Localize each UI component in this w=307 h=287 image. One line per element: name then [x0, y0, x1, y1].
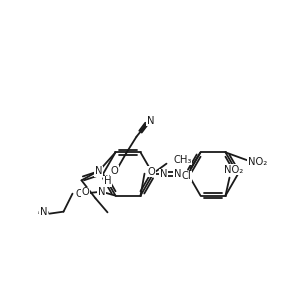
- Text: H: H: [104, 176, 111, 186]
- Text: O: O: [76, 189, 84, 199]
- Text: NO₂: NO₂: [224, 165, 243, 175]
- Text: N: N: [174, 169, 181, 179]
- Text: O: O: [111, 166, 119, 176]
- Text: N: N: [160, 169, 167, 179]
- Text: N: N: [40, 207, 47, 217]
- Text: N: N: [98, 187, 105, 197]
- Text: NO₂: NO₂: [248, 157, 267, 167]
- Text: CH₃: CH₃: [173, 155, 192, 165]
- Text: O: O: [82, 187, 89, 197]
- Text: N: N: [95, 166, 102, 176]
- Text: O: O: [148, 167, 155, 177]
- Text: N: N: [147, 116, 154, 126]
- Text: Cl: Cl: [182, 171, 191, 181]
